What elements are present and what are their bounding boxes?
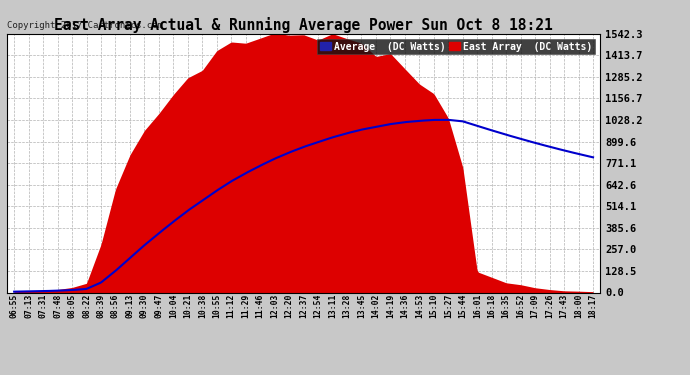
Title: East Array Actual & Running Average Power Sun Oct 8 18:21: East Array Actual & Running Average Powe… bbox=[55, 16, 553, 33]
Text: Copyright 2017 Cartronics.com: Copyright 2017 Cartronics.com bbox=[7, 21, 163, 30]
Legend: Average  (DC Watts), East Array  (DC Watts): Average (DC Watts), East Array (DC Watts… bbox=[317, 39, 595, 54]
